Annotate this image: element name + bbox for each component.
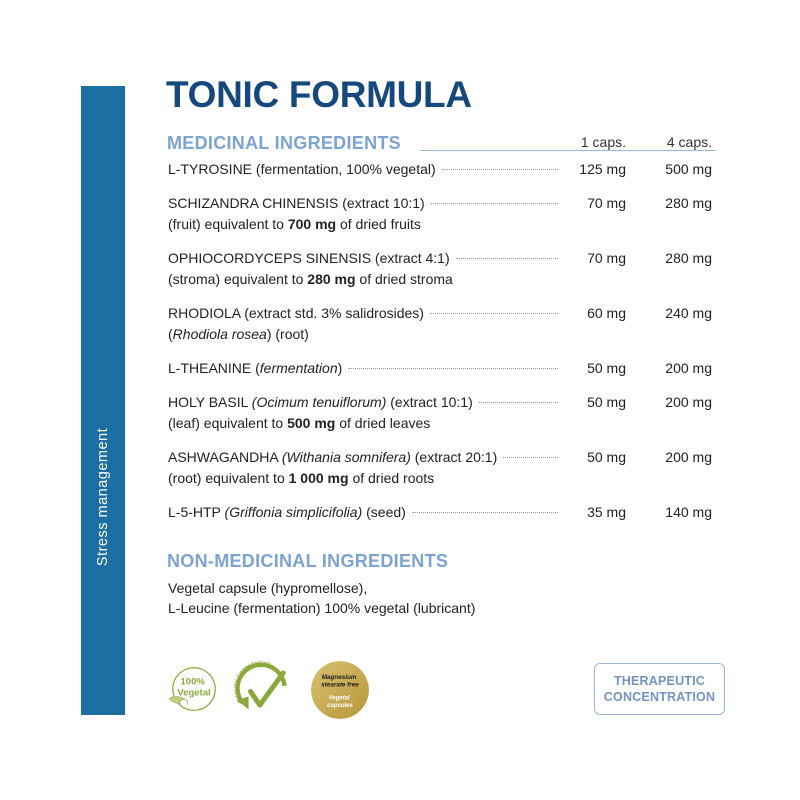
svg-text:Magnesium stearate fre: Magnesium stearate free [321,674,359,688]
svg-text:100% Vegetal: 100% Vegetal [177,677,210,699]
